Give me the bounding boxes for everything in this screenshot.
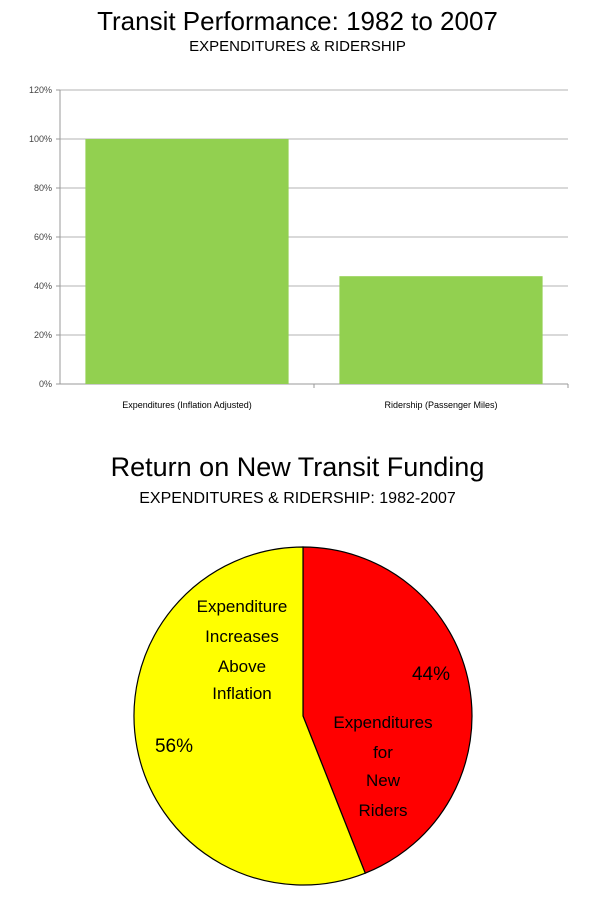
bar-chart-bars xyxy=(85,139,543,384)
pie-slice-label-line: New xyxy=(366,771,401,790)
y-tick-label: 20% xyxy=(34,330,52,340)
pie-chart-slices xyxy=(133,546,473,886)
bar xyxy=(339,276,543,384)
bar-chart-x-axis: Expenditures (Inflation Adjusted) Ridersh… xyxy=(122,384,569,410)
bar-chart-y-axis: 0% 20% 40% 60% 80% 100% 120% xyxy=(29,85,61,389)
pie-slice-label-line: for xyxy=(373,743,393,762)
pie-value-label: 56% xyxy=(155,736,193,757)
pie-chart-labels: 44% Expenditures for New Riders 56% Expenditur… xyxy=(155,597,450,820)
y-tick-label: 120% xyxy=(29,85,52,95)
pie-slice-label-line: Expenditures xyxy=(333,713,432,732)
pie-slice-label-line: Expenditure xyxy=(197,597,288,616)
x-category-label: Expenditures (Inflation Adjusted) xyxy=(122,400,252,410)
y-tick-label: 80% xyxy=(34,183,52,193)
x-category-label: Ridership (Passenger Miles) xyxy=(384,400,497,410)
pie-chart-title: Return on New Transit Funding xyxy=(110,452,485,482)
pie-chart-subtitle: EXPENDITURES & RIDERSHIP: 1982-2007 xyxy=(139,490,456,507)
pie-slice-label-line: Riders xyxy=(358,801,407,820)
y-tick-label: 40% xyxy=(34,281,52,291)
pie-slice xyxy=(302,546,473,874)
pie-slice-label-line: Increases xyxy=(205,627,279,646)
bar-chart: 0% 20% 40% 60% 80% 100% 120% Expenditures (Inf… xyxy=(29,85,569,410)
pie-slice xyxy=(133,546,366,886)
y-tick-label: 100% xyxy=(29,134,52,144)
bar-chart-title: Transit Performance: 1982 to 2007 xyxy=(97,6,498,36)
y-tick-label: 60% xyxy=(34,232,52,242)
pie-slice-label-line: Above xyxy=(218,657,266,676)
bar-chart-subtitle: EXPENDITURES & RIDERSHIP xyxy=(189,38,406,55)
pie-slice-label-line: Inflation xyxy=(212,684,272,703)
y-tick-label: 0% xyxy=(39,379,52,389)
bar xyxy=(85,139,289,384)
pie-value-label: 44% xyxy=(412,664,450,685)
